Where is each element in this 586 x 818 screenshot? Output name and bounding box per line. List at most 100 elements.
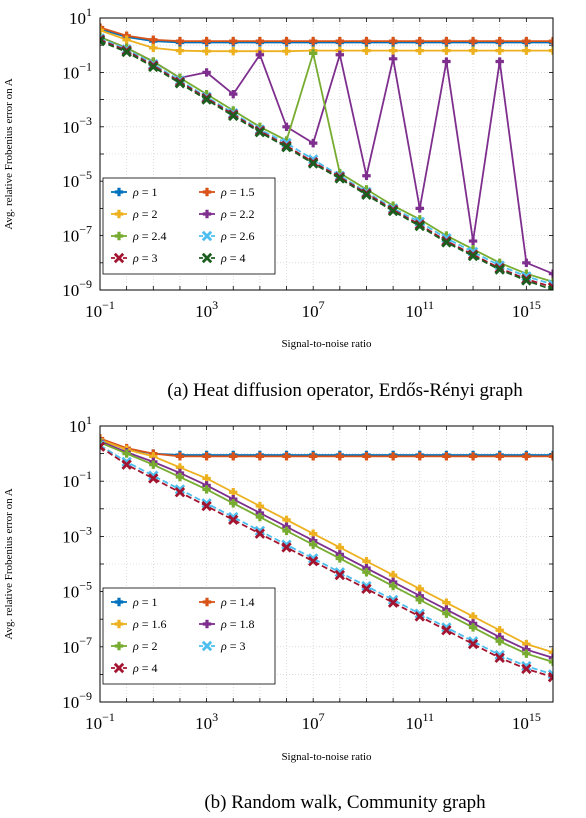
- legend-label: ρ = 3: [132, 251, 158, 265]
- data-point: [254, 127, 266, 138]
- data-point: [361, 583, 372, 595]
- series-line: [100, 28, 553, 44]
- legend-entry: ρ = 4: [111, 661, 158, 675]
- series-line: [100, 440, 553, 659]
- x-tick-label: 103: [195, 298, 218, 321]
- legend-label: ρ = 1.8: [220, 617, 255, 631]
- data-point: [148, 473, 159, 484]
- data-point: [415, 36, 424, 46]
- data-point: [255, 452, 265, 461]
- legend-marker: [114, 619, 124, 629]
- data-point: [468, 623, 478, 632]
- data-point: [467, 636, 479, 647]
- data-point: [282, 46, 291, 56]
- data-point: [387, 594, 399, 606]
- x-axis-label: Signal-to-noise ratio: [281, 751, 372, 763]
- data-point: [202, 452, 211, 461]
- data-point: [548, 657, 553, 667]
- data-point: [495, 36, 504, 46]
- data-point: [547, 671, 553, 683]
- series-line: [100, 445, 553, 679]
- series-line: [100, 437, 553, 458]
- data-point: [388, 46, 398, 55]
- data-point: [441, 622, 452, 633]
- data-point: [255, 36, 265, 46]
- series-line: [100, 26, 553, 43]
- legend-entry: ρ = 2: [111, 207, 158, 221]
- data-point: [547, 282, 553, 290]
- data-point: [362, 36, 371, 46]
- legend-marker: [114, 231, 124, 241]
- data-point: [281, 142, 292, 153]
- data-point: [174, 78, 186, 89]
- plot-frame: [99, 425, 554, 703]
- legend-marker: [202, 209, 212, 219]
- data-point: [282, 122, 291, 131]
- legend-marker: [201, 252, 213, 264]
- data-point: [202, 485, 211, 494]
- data-point: [122, 35, 131, 44]
- data-point: [442, 46, 451, 55]
- data-point: [387, 597, 399, 608]
- legend-label: ρ = 1.6: [132, 617, 167, 631]
- data-point: [362, 568, 371, 577]
- legend-marker: [201, 640, 213, 652]
- legend-label: ρ = 1.4: [220, 595, 255, 609]
- data-point: [495, 57, 504, 66]
- legend-marker: [113, 662, 125, 674]
- data-point: [175, 472, 185, 482]
- legend-marker: [202, 187, 212, 197]
- legend-marker: [114, 209, 124, 219]
- data-point: [495, 452, 504, 461]
- data-point: [494, 649, 505, 661]
- data-point: [100, 26, 105, 35]
- legend-entry: ρ = 2: [111, 639, 158, 653]
- data-point: [442, 609, 451, 618]
- data-point: [254, 528, 266, 539]
- legend-marker: [114, 597, 124, 607]
- data-point: [201, 94, 212, 105]
- chart-panel-2: 10−1 103 107 1011 1015 101 10−1 10−3 10−5 10−7 10−…: [3, 413, 554, 813]
- data-point: [201, 498, 212, 509]
- data-point: [149, 43, 158, 53]
- legend-label: ρ = 2.2: [220, 207, 255, 221]
- legend-label: ρ = 4: [132, 661, 158, 675]
- x-tick-label: 107: [302, 298, 325, 321]
- y-tick-label: 10−7: [62, 634, 92, 657]
- y-axis-label: Avg. relative Frobenius error on A: [3, 78, 15, 229]
- plot-frame: [99, 17, 554, 291]
- y-tick-label: 10−3: [62, 114, 92, 137]
- data-point: [335, 554, 345, 563]
- data-point: [228, 514, 239, 526]
- data-point: [388, 452, 398, 461]
- legend-entry: ρ = 2.4: [111, 229, 167, 243]
- data-point: [100, 35, 106, 47]
- data-point: [229, 46, 238, 56]
- data-point: [175, 46, 185, 55]
- data-point: [388, 54, 398, 63]
- series-group: [100, 23, 553, 290]
- x-tick-label: 10−1: [85, 710, 115, 733]
- data-point: [202, 36, 211, 46]
- data-point: [468, 36, 478, 46]
- data-point: [228, 511, 239, 523]
- data-point: [308, 138, 318, 148]
- data-point: [121, 459, 132, 470]
- data-point: [467, 638, 479, 650]
- data-point: [148, 61, 159, 73]
- chart-panel-1: 10−1 103 107 1011 1015 101 10−1 10−3 10−5 10−7 10−…: [3, 5, 554, 401]
- data-point: [361, 189, 372, 200]
- data-point: [281, 539, 292, 550]
- y-tick-label: 10−3: [62, 523, 92, 546]
- legend-marker: [201, 230, 213, 242]
- data-point: [468, 236, 478, 246]
- data-point: [522, 36, 531, 46]
- legend-entry: ρ = 1: [111, 595, 158, 609]
- y-tick-label: 10−5: [62, 168, 92, 191]
- series-group: [100, 434, 553, 683]
- data-point: [308, 540, 318, 549]
- data-point: [202, 68, 211, 77]
- data-point: [334, 567, 346, 578]
- data-point: [442, 36, 451, 46]
